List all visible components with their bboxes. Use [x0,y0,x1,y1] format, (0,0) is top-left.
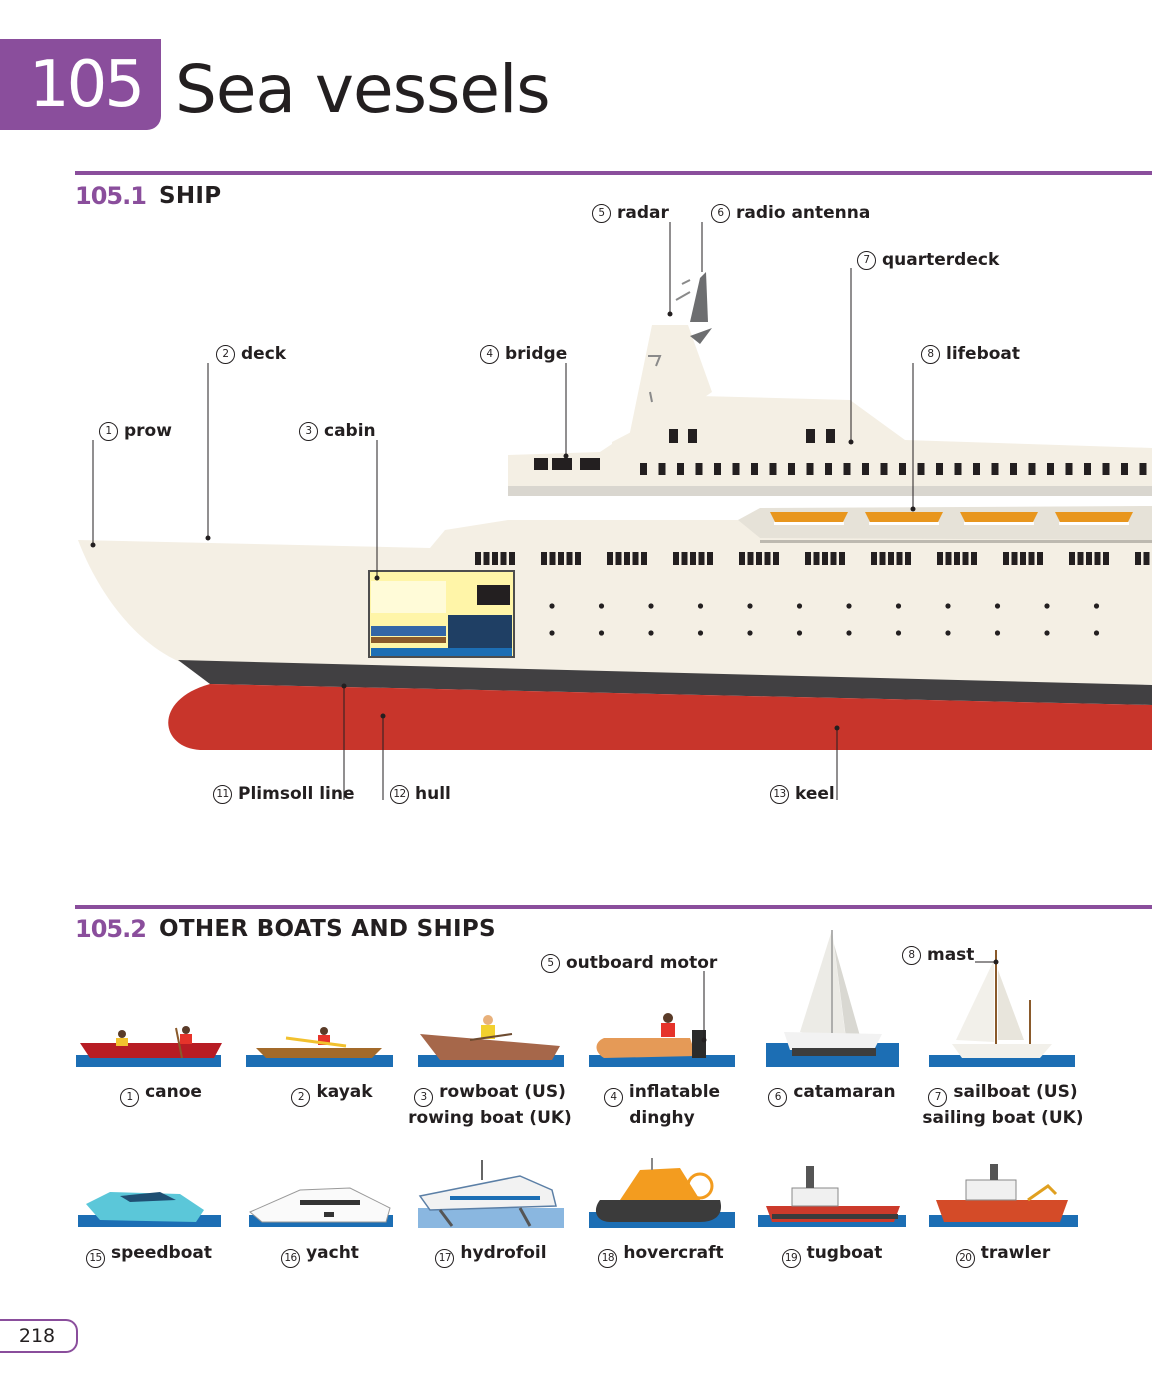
ship-label-quarterdeck: 7 quarterdeck [857,250,999,270]
ship-label-bridge: 4 bridge [480,344,567,364]
boat-caption-inflatable-dinghy: 4 inflatable dinghy [576,1081,748,1130]
ship-illustration [78,222,1152,800]
ship-label-hull: 12 hull [390,784,451,804]
ship-label-radio-antenna: 6 radio antenna [711,203,870,223]
section-rule [75,171,1152,175]
ship-label-keel: 13 keel [770,784,835,804]
section-title: OTHER BOATS AND SHIPS [159,916,496,942]
boat-caption-trawler: 20 trawler [917,1242,1089,1268]
boat-caption-yacht: 16 yacht [235,1242,405,1268]
ship-label-lifeboat: 8 lifeboat [921,344,1020,364]
boat-caption-speedboat: 15 speedboat [64,1242,234,1268]
boat-caption-catamaran: 6 catamaran [745,1081,919,1107]
ship-label-cabin: 3 cabin [299,421,376,441]
section-title: SHIP [159,183,222,209]
boat-part-mast: 8 mast [902,945,974,965]
boat-caption-sailboat: 7 sailboat (US) sailing boat (UK) [922,1082,1084,1128]
chapter-number: 105 [0,39,161,130]
boat-caption-canoe: 1 canoe [76,1081,246,1107]
boats-illustration [76,930,1078,1228]
boat-part-outboard-motor: 5 outboard motor [541,953,717,973]
boat-caption-rowboat: 3 rowboat (US) rowing boat (UK) [408,1082,572,1128]
page-number: 218 [0,1319,78,1353]
ship-label-plimsoll-line: 11 Plimsoll line [213,784,355,804]
ship-label-prow: 1 prow [99,421,172,441]
section-number: 105.2 [75,915,147,943]
section-rule [75,905,1152,909]
ship-label-radar: 5 radar [592,203,669,223]
boat-caption-kayak: 2 kayak [246,1081,418,1107]
boat-caption-hovercraft: 18 hovercraft [574,1242,748,1268]
boat-caption-hydrofoil: 17 hydrofoil [405,1242,577,1268]
ship-label-deck: 2 deck [216,344,286,364]
chapter-title: Sea vessels [175,51,551,128]
boat-caption-tugboat: 19 tugboat [746,1242,918,1268]
section-number: 105.1 [75,182,147,210]
